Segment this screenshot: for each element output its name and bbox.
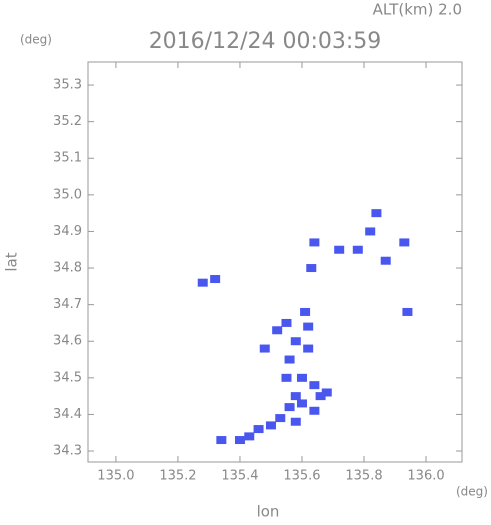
y-tick-label: 34.5 (53, 370, 82, 385)
echo-point (272, 326, 283, 335)
y-tick-label: 35.0 (53, 187, 82, 202)
echo-point (402, 307, 413, 316)
chart-title: 2016/12/24 00:03:59 (149, 29, 382, 54)
x-unit: (deg) (456, 485, 488, 499)
y-unit: (deg) (20, 33, 52, 47)
echo-point (296, 399, 307, 408)
y-tick-label: 35.2 (53, 114, 82, 129)
echo-point (315, 392, 326, 401)
echo-point (244, 432, 255, 441)
echo-point (284, 403, 295, 412)
echo-point (275, 414, 286, 423)
echo-point (210, 275, 221, 284)
echo-point (296, 373, 307, 382)
echo-point (290, 417, 301, 426)
echo-point (365, 227, 376, 236)
echo-point (309, 238, 320, 247)
echo-point (290, 337, 301, 346)
echo-point (281, 373, 292, 382)
y-axis-label: lat (3, 252, 21, 271)
x-tick-label: 135.6 (283, 469, 320, 484)
echo-point (259, 344, 270, 353)
y-tick-label: 34.7 (53, 297, 82, 312)
plot-frame (87, 61, 463, 463)
y-tick-label: 34.9 (53, 224, 82, 239)
echo-point (303, 344, 314, 353)
y-tick-label: 34.8 (53, 261, 82, 276)
echo-point (300, 307, 311, 316)
echo-point (303, 322, 314, 331)
echo-point (306, 264, 317, 273)
echo-point (352, 245, 363, 254)
echo-point (399, 238, 410, 247)
altitude: ALT(km) 2.0 (373, 1, 462, 19)
x-tick-label: 135.0 (97, 469, 134, 484)
echo-point (197, 278, 208, 287)
y-tick-label: 35.1 (53, 151, 82, 166)
echo-point (253, 425, 264, 434)
echo-point (309, 381, 320, 390)
echo-point (334, 245, 345, 254)
echo-point (281, 318, 292, 327)
x-tick-label: 136.0 (407, 469, 444, 484)
y-tick-label: 34.3 (53, 444, 82, 459)
x-axis-label: lon (257, 503, 280, 521)
echo-point (216, 436, 227, 445)
x-tick-label: 135.8 (345, 469, 382, 484)
y-tick-label: 34.6 (53, 334, 82, 349)
y-tick-label: 34.4 (53, 407, 82, 422)
x-tick-label: 135.4 (221, 469, 258, 484)
echo-point (265, 421, 276, 430)
y-tick-label: 35.3 (53, 78, 82, 93)
echo-point (309, 406, 320, 415)
echo-point (321, 388, 332, 397)
echo-point (290, 392, 301, 401)
x-tick-label: 135.2 (159, 469, 196, 484)
echo-point (234, 436, 245, 445)
echo-point (371, 209, 382, 218)
echo-point (380, 256, 391, 265)
echo-point (284, 355, 295, 364)
